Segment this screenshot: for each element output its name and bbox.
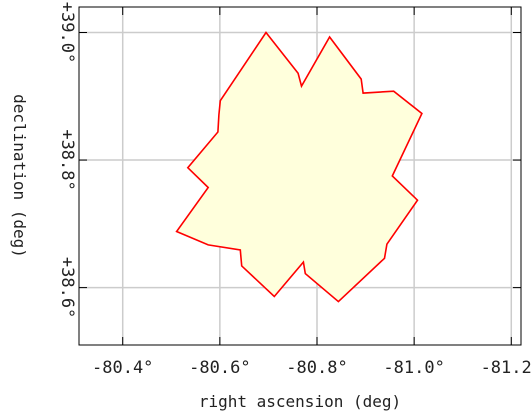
y-tick-label: +38.6° (57, 257, 77, 318)
x-tick-label: -81.0° (383, 358, 444, 378)
footprint-polygon (175, 31, 423, 303)
x-tick-label: -80.8° (286, 358, 347, 378)
tick-marks (79, 7, 521, 345)
tick-labels: -80.4° -80.6° -80.8° -81.0° -81.2° +39.0° +38.… (57, 2, 532, 378)
y-axis-label: declination (deg) (10, 94, 29, 258)
y-tick-label: +39.0° (57, 2, 77, 63)
x-tick-label: -81.2° (481, 358, 532, 378)
plot-frame (78, 6, 522, 346)
x-axis-label: right ascension (deg) (199, 392, 401, 411)
x-tick-label: -80.6° (189, 358, 250, 378)
y-tick-label: +38.8° (57, 129, 77, 190)
footprint-layer (175, 31, 423, 303)
x-tick-label: -80.4° (92, 358, 153, 378)
